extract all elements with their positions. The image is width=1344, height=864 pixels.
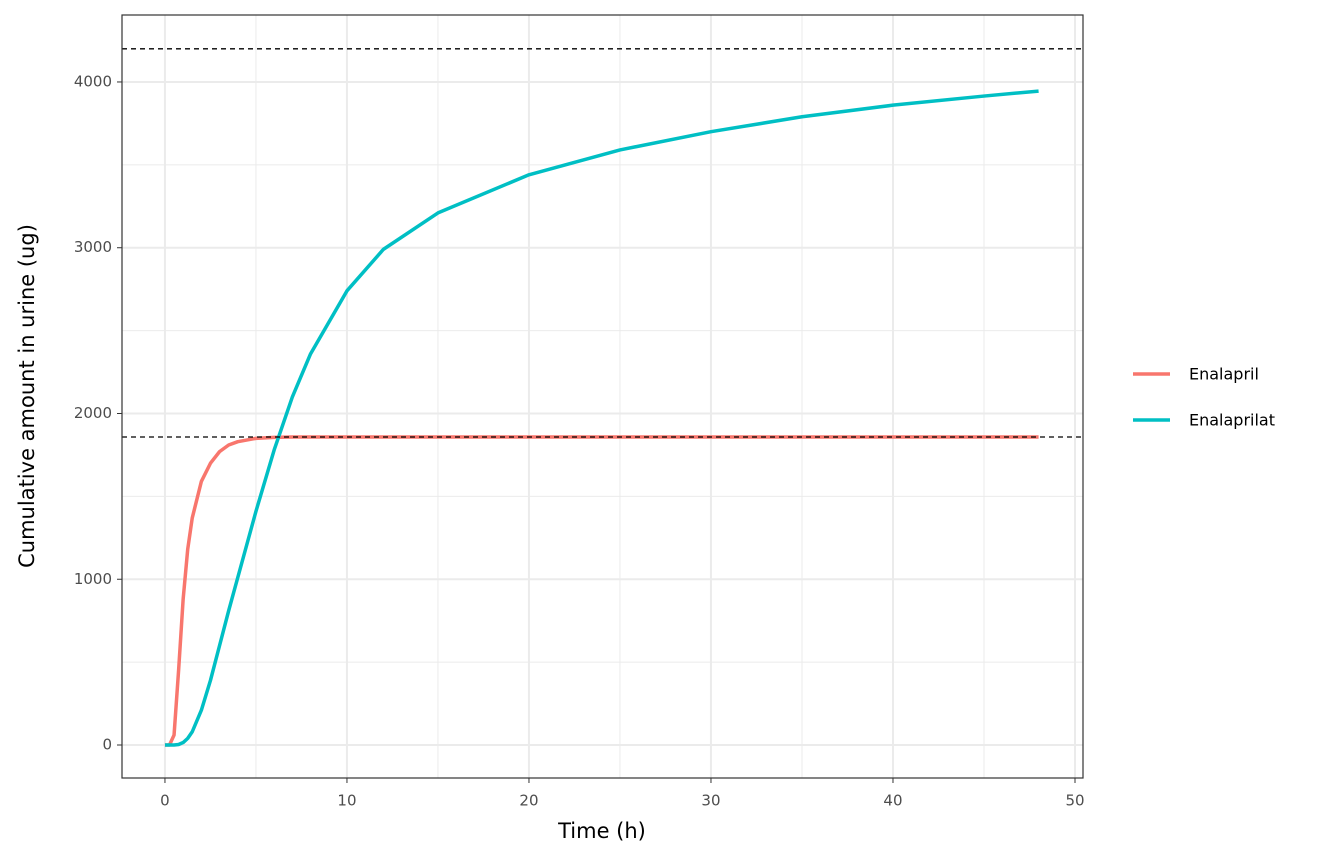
x-tick-label: 20 — [519, 792, 538, 810]
x-tick-label: 10 — [337, 792, 356, 810]
y-tick-label: 2000 — [74, 404, 112, 422]
data-line — [164, 89, 1039, 747]
y-tick-label: 4000 — [74, 72, 112, 90]
legend-label: Enalaprilat — [1189, 411, 1275, 430]
y-axis-title: Cumulative amount in urine (ug) — [15, 224, 39, 568]
x-tick-label: 0 — [160, 792, 170, 810]
x-tick-label: 50 — [1065, 792, 1084, 810]
x-tick-label: 30 — [701, 792, 720, 810]
y-tick-label: 3000 — [74, 238, 112, 256]
y-tick-label: 0 — [102, 736, 112, 754]
data-line — [164, 435, 1039, 747]
x-axis-title: Time (h) — [557, 819, 646, 843]
legend-label: Enalapril — [1189, 365, 1259, 384]
x-tick-label: 40 — [883, 792, 902, 810]
panel-border — [121, 14, 1084, 779]
y-tick-label: 1000 — [74, 570, 112, 588]
